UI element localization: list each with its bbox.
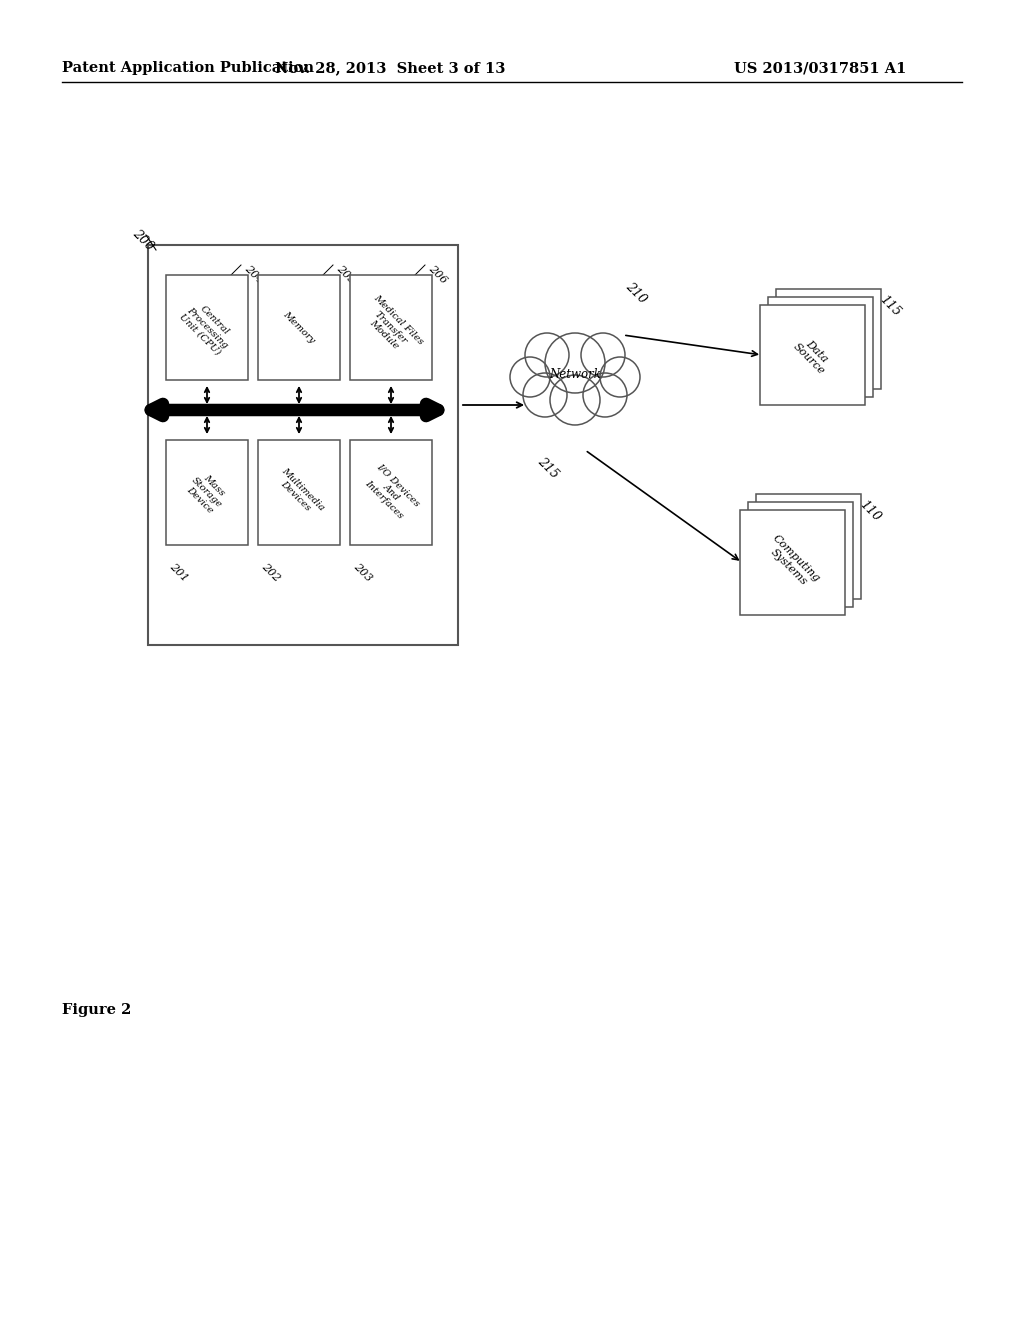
Circle shape bbox=[545, 333, 605, 393]
Text: 201: 201 bbox=[168, 561, 190, 583]
Bar bbox=[740, 510, 845, 615]
Text: Multimedia
Devices: Multimedia Devices bbox=[272, 466, 326, 519]
Bar bbox=[768, 297, 873, 397]
Text: Medical Files
Transfer
Module: Medical Files Transfer Module bbox=[357, 293, 425, 362]
Circle shape bbox=[510, 356, 550, 397]
Circle shape bbox=[525, 333, 569, 378]
Text: Central
Processing
Unit (CPU): Central Processing Unit (CPU) bbox=[177, 298, 237, 358]
Text: 203: 203 bbox=[352, 561, 374, 583]
Circle shape bbox=[550, 375, 600, 425]
Circle shape bbox=[583, 374, 627, 417]
Text: Data
Source: Data Source bbox=[791, 334, 835, 376]
Text: 115: 115 bbox=[877, 293, 903, 319]
Text: Figure 2: Figure 2 bbox=[62, 1003, 131, 1016]
Text: Memory: Memory bbox=[282, 310, 316, 345]
Bar bbox=[258, 440, 340, 545]
Text: 204: 204 bbox=[243, 263, 265, 285]
Text: Nov. 28, 2013  Sheet 3 of 13: Nov. 28, 2013 Sheet 3 of 13 bbox=[274, 61, 505, 75]
Bar bbox=[748, 502, 853, 607]
Text: Mass
Storage
Device: Mass Storage Device bbox=[182, 469, 231, 517]
Text: 215: 215 bbox=[535, 455, 561, 482]
Circle shape bbox=[600, 356, 640, 397]
Text: 210: 210 bbox=[623, 280, 649, 306]
Circle shape bbox=[581, 333, 625, 378]
Circle shape bbox=[523, 374, 567, 417]
Text: 205: 205 bbox=[335, 263, 357, 285]
Bar bbox=[350, 440, 432, 545]
Bar bbox=[760, 305, 865, 405]
Text: 206: 206 bbox=[427, 263, 450, 285]
Text: Network: Network bbox=[549, 368, 601, 381]
Text: Patent Application Publication: Patent Application Publication bbox=[62, 61, 314, 75]
Text: US 2013/0317851 A1: US 2013/0317851 A1 bbox=[734, 61, 906, 75]
Text: 200: 200 bbox=[130, 227, 156, 253]
Bar bbox=[148, 246, 458, 645]
Bar bbox=[258, 275, 340, 380]
Bar bbox=[166, 440, 248, 545]
Bar bbox=[776, 289, 881, 389]
Text: 110: 110 bbox=[857, 498, 883, 524]
Text: Computing
Systems: Computing Systems bbox=[763, 533, 822, 593]
Text: I/O Devices
And
Interfaces: I/O Devices And Interfaces bbox=[360, 462, 422, 523]
Bar bbox=[756, 494, 861, 599]
Bar bbox=[350, 275, 432, 380]
Text: 202: 202 bbox=[260, 561, 283, 583]
Bar bbox=[166, 275, 248, 380]
